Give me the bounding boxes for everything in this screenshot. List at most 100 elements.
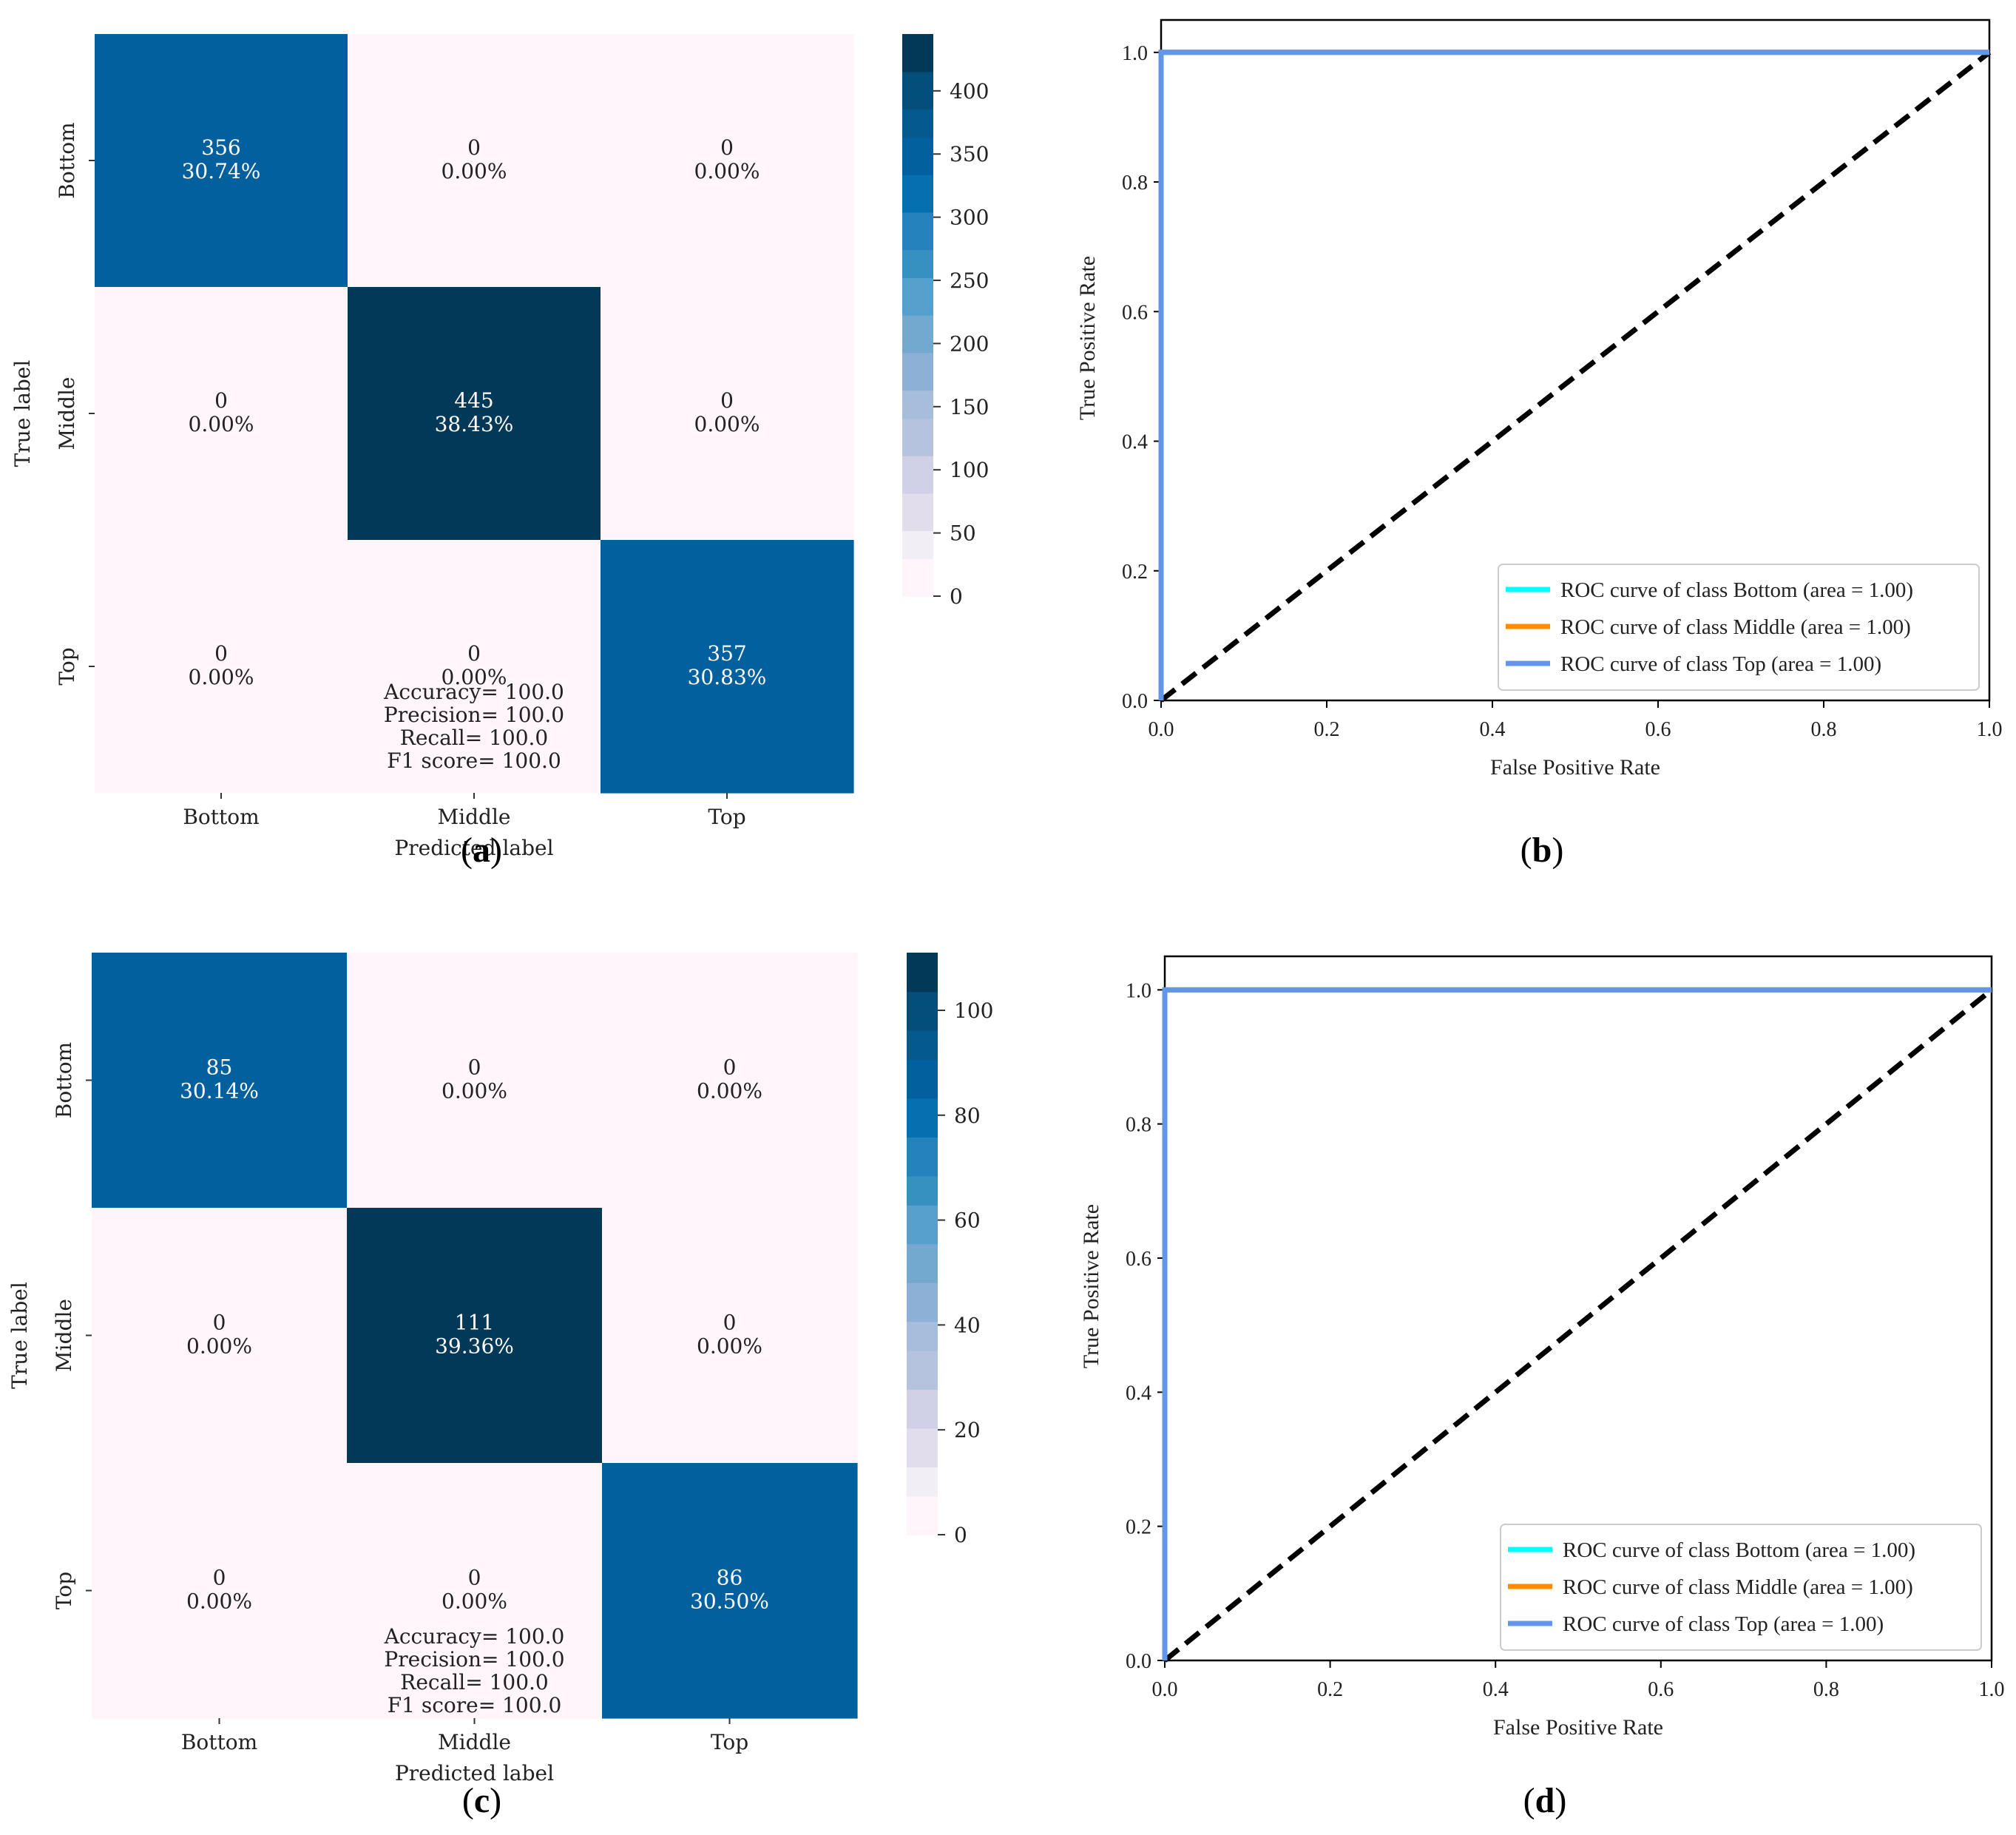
colorbar-tick-label: 250	[950, 268, 989, 293]
cm-cell-middle-bottom	[95, 287, 348, 541]
colorbar-segment	[902, 118, 933, 129]
cm-y-tick-label: Middle	[55, 377, 79, 450]
colorbar-segment	[907, 972, 938, 983]
colorbar-segment	[902, 493, 933, 504]
colorbar-segment	[902, 334, 933, 344]
cm-cell-count: 0	[213, 1311, 226, 1335]
roc-legend: ROC curve of class Bottom (area = 1.00) R…	[1498, 564, 1980, 691]
roc-chance-diagonal	[1163, 987, 1994, 1663]
colorbar-segment	[902, 137, 933, 147]
colorbar-segment	[907, 1107, 938, 1118]
colorbar-segment	[907, 962, 938, 973]
colorbar-segment	[907, 1292, 938, 1302]
colorbar-segment	[907, 1020, 938, 1031]
colorbar-tick-label: 60	[954, 1209, 981, 1233]
cm-cell-middle-bottom	[92, 1208, 348, 1464]
cm-cell-bottom-middle	[348, 34, 601, 288]
cm-x-tick-label: Top	[711, 1730, 748, 1754]
roc-chart-b: 0.00.0 0.2 0.2 0.4 0.4 0.6 0.6 0.8 0.8 1.0 1.0 Fals…	[1075, 18, 2003, 870]
roc-curve-top	[1162, 987, 1992, 1660]
colorbar-segment	[907, 1476, 938, 1487]
colorbar-segment	[907, 1272, 938, 1283]
colorbar-segment	[907, 1515, 938, 1526]
colorbar-segment	[902, 502, 933, 513]
roc-x-tick-label: 0.6	[1648, 1678, 1674, 1701]
colorbar-segment	[907, 1389, 938, 1400]
cm-y-tick-label: Bottom	[55, 122, 79, 198]
colorbar-tick-label: 80	[954, 1104, 981, 1128]
cm-y-axis-title: True label	[7, 1282, 32, 1389]
colorbar-segment	[902, 577, 933, 588]
roc-legend-label: ROC curve of class Top (area = 1.00)	[1560, 652, 1881, 676]
cm-cell-percent: 30.50%	[690, 1589, 769, 1614]
roc-x-tick-label: 1.0	[1977, 718, 2003, 741]
roc-legend-label: ROC curve of class Bottom (area = 1.00)	[1560, 578, 1913, 602]
roc-chance-diagonal	[1159, 50, 1992, 703]
cm-y-tick-label: Middle	[52, 1299, 76, 1372]
colorbar-segment	[907, 1069, 938, 1080]
roc-legend-label: ROC curve of class Bottom (area = 1.00)	[1563, 1538, 1915, 1562]
roc-curve-top	[1158, 50, 1989, 700]
cm-y-tick-label: Top	[52, 1572, 76, 1609]
roc-y-tick-label: 0.6	[1122, 301, 1148, 324]
cm-cell-count: 0	[467, 135, 481, 160]
colorbar-tick-label: 100	[950, 458, 989, 482]
metric-line: F1 score= 100.0	[387, 748, 561, 773]
cm-cell-bottom-top	[601, 34, 854, 288]
cm-cell-percent: 0.00%	[442, 159, 507, 183]
roc-x-tick-label: 0.6	[1645, 718, 1671, 741]
cm-cell-count: 0	[468, 1566, 481, 1590]
cm-cell-percent: 0.00%	[186, 1334, 252, 1359]
colorbar-segment	[902, 558, 933, 569]
colorbar-segment	[907, 1234, 938, 1245]
panel-caption: (b)	[1521, 831, 1564, 870]
cm-cell-count: 111	[455, 1311, 494, 1335]
colorbar-tick-label: 20	[954, 1418, 981, 1442]
colorbar-segment	[902, 380, 933, 391]
colorbar-segment	[902, 109, 933, 119]
cm-cell-bottom-bottom	[95, 34, 348, 288]
roc-legend-label: ROC curve of class Middle (area = 1.00)	[1560, 615, 1911, 639]
colorbar-segment	[902, 183, 933, 195]
colorbar-segment	[907, 1137, 938, 1148]
roc-x-tick-label: 0.4	[1480, 718, 1506, 741]
cm-cell-top-top	[602, 1463, 858, 1719]
cm-cell-middle-top	[602, 1208, 858, 1464]
cm-cell-middle-middle	[347, 1208, 603, 1464]
colorbar-segment	[902, 249, 933, 260]
colorbar-segment	[907, 1311, 938, 1322]
cm-cell-count: 85	[206, 1055, 233, 1080]
colorbar-segment	[902, 428, 933, 438]
colorbar-segment	[907, 981, 938, 993]
colorbar-segment	[902, 146, 933, 157]
cm-cell-count: 356	[201, 135, 240, 160]
roc-x-tick-label: 1.0	[1979, 1678, 2005, 1701]
colorbar-segment	[907, 1437, 938, 1448]
roc-y-axis-title: True Positive Rate	[1079, 1204, 1103, 1368]
colorbar-segment	[902, 203, 933, 213]
roc-y-tick-label: 0.0	[1126, 1650, 1151, 1673]
colorbar-segment	[907, 1010, 938, 1021]
colorbar-segment	[907, 953, 938, 963]
colorbar-segment	[907, 991, 938, 1002]
colorbar-segment	[907, 1040, 938, 1050]
roc-y-tick-label: 0.8	[1126, 1114, 1151, 1137]
colorbar-segment	[902, 521, 933, 532]
colorbar-segment	[907, 1214, 938, 1226]
roc-x-tick-label: 0.0	[1149, 718, 1174, 741]
cm-cell-percent: 30.74%	[182, 159, 261, 183]
colorbar-segment	[907, 1399, 938, 1410]
colorbar-tick-label: 400	[950, 79, 989, 104]
colorbar-segment	[907, 1331, 938, 1342]
colorbar-segment	[902, 259, 933, 269]
colorbar-segment	[907, 1418, 938, 1429]
cm-y-tick-label: Top	[55, 647, 79, 685]
cm-y-tick-label: Bottom	[52, 1042, 76, 1118]
colorbar-segment	[907, 1194, 938, 1206]
cm-x-tick-label: Middle	[438, 1730, 511, 1754]
colorbar-segment	[902, 390, 933, 400]
colorbar-segment	[902, 352, 933, 363]
colorbar-segment	[907, 1030, 938, 1041]
metric-line: Accuracy= 100.0	[384, 1624, 565, 1649]
